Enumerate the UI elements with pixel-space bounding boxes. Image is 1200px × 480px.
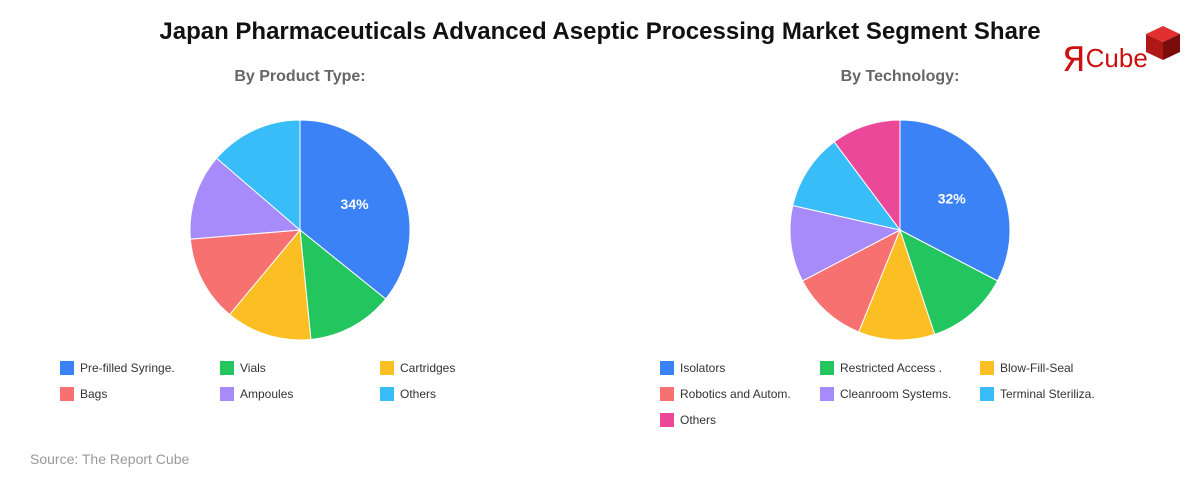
legend-swatch (660, 361, 674, 375)
source-note: Source: The Report Cube (30, 451, 190, 467)
legend-label: Cleanroom Systems. (840, 387, 952, 401)
legend-label: Vials (240, 361, 266, 375)
chart-title: Japan Pharmaceuticals Advanced Aseptic P… (159, 18, 1041, 45)
pie-slice-robotics-and-autom (801, 228, 901, 333)
technology-pie-chart: 32% (789, 119, 1011, 341)
legend-item-ampoules[interactable]: Ampoules (220, 384, 293, 404)
legend-item-pre-filled-syringe[interactable]: Pre-filled Syringe. (60, 358, 175, 378)
pie-slice-cleanroom-systems (789, 204, 902, 282)
pie-slice-restricted-access (899, 228, 999, 336)
legend-label: Robotics and Autom. (680, 387, 791, 401)
legend-label: Others (400, 387, 437, 401)
pie-slice-pre-filled-syringe (299, 119, 411, 300)
legend-label: Others (680, 413, 717, 427)
legend-swatch (820, 361, 834, 375)
legend-label: Blow-Fill-Seal (1000, 361, 1074, 375)
pie-data-label-pre-filled-syringe: 34% (341, 196, 370, 212)
legend-item-cartridges[interactable]: Cartridges (380, 358, 455, 378)
legend-label: Ampoules (240, 387, 294, 401)
pie-slice-vials (299, 228, 387, 341)
legend-swatch (60, 361, 74, 375)
product-type-chart-title: By Product Type: (234, 68, 366, 85)
legend-item-blow-fill-seal[interactable]: Blow-Fill-Seal (980, 358, 1073, 378)
legend-swatch (660, 413, 674, 427)
legend-label: Cartridges (400, 361, 456, 375)
legend-label: Terminal Steriliza. (1000, 387, 1095, 401)
legend-swatch (980, 361, 994, 375)
legend-swatch (980, 387, 994, 401)
product-type-pie-chart: 34% (189, 119, 411, 341)
legend-swatch (380, 361, 394, 375)
legend-swatch (380, 387, 394, 401)
pie-slice-bags (189, 229, 302, 316)
legend-label: Restricted Access . (840, 361, 943, 375)
legend-swatch (60, 387, 74, 401)
technology-chart-title: By Technology: (840, 68, 960, 85)
report-cube-logo: ЯCube (1062, 26, 1182, 82)
pie-slice-others (215, 119, 301, 232)
cube-icon (1146, 26, 1180, 60)
pie-slice-blow-fill-seal (858, 228, 936, 341)
pie-slice-terminal-steriliza (792, 141, 902, 231)
legend-label: Bags (80, 387, 108, 401)
legend-item-terminal-steriliza[interactable]: Terminal Steriliza. (980, 384, 1095, 404)
pie-slice-cartridges (228, 228, 312, 341)
legend-swatch (660, 387, 674, 401)
legend-swatch (220, 361, 234, 375)
legend-item-restricted-access[interactable]: Restricted Access . (820, 358, 942, 378)
legend-item-vials[interactable]: Vials (220, 358, 266, 378)
legend-item-bags[interactable]: Bags (60, 384, 107, 404)
legend-item-others[interactable]: Others (660, 410, 716, 430)
legend-label: Isolators (680, 361, 726, 375)
legend-item-robotics-and-autom[interactable]: Robotics and Autom. (660, 384, 791, 404)
legend-label: Pre-filled Syringe. (80, 361, 175, 375)
pie-slice-isolators (899, 119, 1011, 282)
pie-slice-ampoules (189, 157, 302, 240)
pie-data-label-isolators: 32% (938, 191, 967, 207)
pie-slice-others (833, 119, 901, 232)
legend-item-cleanroom-systems[interactable]: Cleanroom Systems. (820, 384, 951, 404)
legend-swatch (220, 387, 234, 401)
legend-item-isolators[interactable]: Isolators (660, 358, 725, 378)
legend-swatch (820, 387, 834, 401)
logo-text: ЯCube (1062, 40, 1148, 80)
legend-item-others[interactable]: Others (380, 384, 436, 404)
